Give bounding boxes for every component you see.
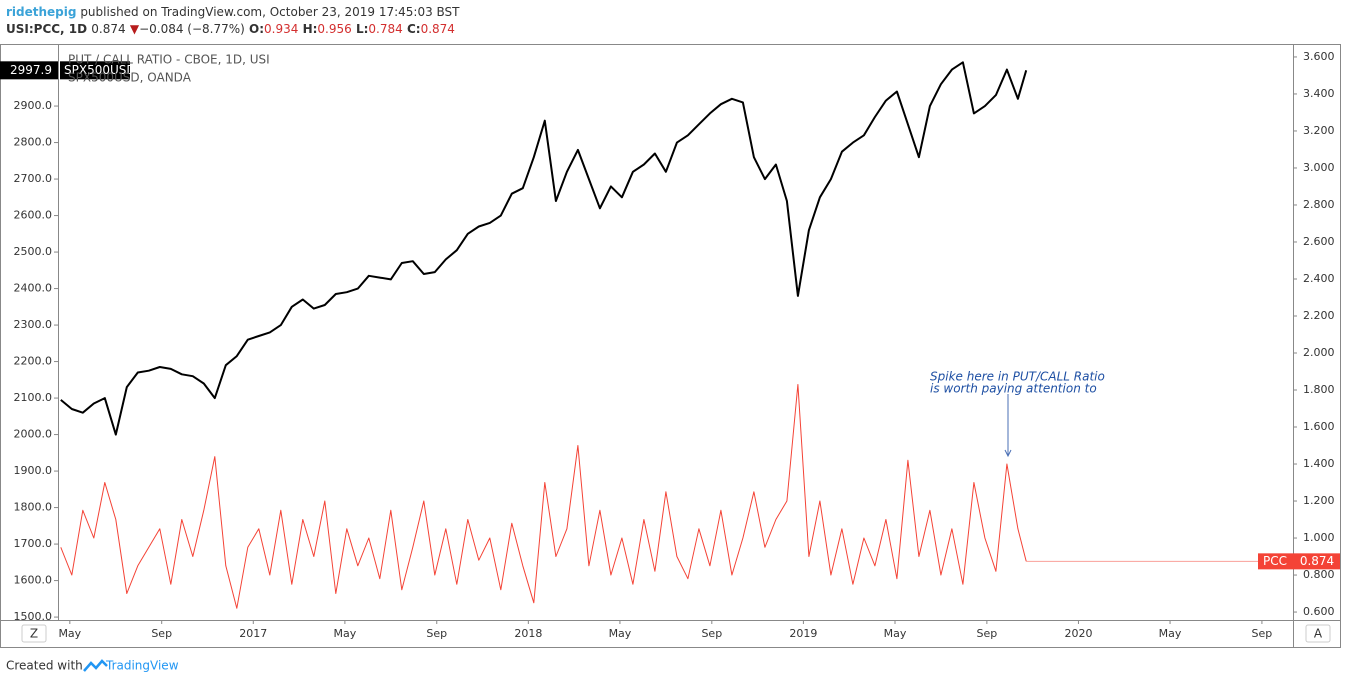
ohlc-value: 0.874 <box>421 22 455 36</box>
annotation-arrowhead <box>1004 449 1012 458</box>
ohlc-label: O: <box>249 22 264 36</box>
y-tick-label: 2800.0 <box>14 136 53 149</box>
y-tick-label: 1800.0 <box>14 501 53 514</box>
published: published on TradingView.com, October 23… <box>80 5 460 19</box>
annotation: is worth paying attention to <box>930 382 1097 396</box>
y2-tick-label: 1.600 <box>1303 420 1335 433</box>
x-tick-label: Sep <box>151 627 172 640</box>
y2-tick-label: 1.800 <box>1303 383 1335 396</box>
y2-tick-label: 2.600 <box>1303 235 1335 248</box>
y-tick-label: 1600.0 <box>14 574 53 587</box>
ohlc-value: 0.784 <box>368 22 402 36</box>
symbol-line: USI:PCC, 1D 0.874 ▼−0.084 (−8.77%) O:0.9… <box>6 22 455 36</box>
series-line <box>60 384 1027 609</box>
x-tick-label: 2019 <box>789 627 817 640</box>
y-tick-label: 2900.0 <box>14 99 53 112</box>
y-tick-label: 2000.0 <box>14 428 53 441</box>
symbol: USI:PCC, 1D <box>6 22 87 36</box>
ohlc-label: H: <box>303 22 318 36</box>
x-tick-label: May <box>1159 627 1182 640</box>
y2-tick-label: 1.400 <box>1303 457 1335 470</box>
ohlc-value: 0.956 <box>317 22 351 36</box>
y2-tick-label: 3.400 <box>1303 87 1335 100</box>
y-tick-label: 2700.0 <box>14 172 53 185</box>
price-tag-value: 2997.9 <box>10 63 52 77</box>
y2-tick-label: 1.000 <box>1303 531 1335 544</box>
y-tick-label: 1700.0 <box>14 537 53 550</box>
y-tick-label: 2500.0 <box>14 245 53 258</box>
ohlc-value: 0.934 <box>264 22 298 36</box>
price-tag <box>60 61 130 80</box>
x-tick-label: May <box>58 627 81 640</box>
ohlc-label: L: <box>356 22 368 36</box>
y2-tick-label: 2.000 <box>1303 346 1335 359</box>
x-tick-label: May <box>884 627 907 640</box>
header-line: ridethepig published on TradingView.com,… <box>6 5 460 19</box>
y2-tick-label: 2.800 <box>1303 198 1335 211</box>
footer-text: Created with <box>6 659 83 673</box>
annotation: Spike here in PUT/CALL Ratio <box>930 370 1105 384</box>
x-tick-label: Sep <box>976 627 997 640</box>
scale-button[interactable] <box>1305 624 1331 643</box>
x-tick-label: Sep <box>426 627 447 640</box>
y2-tick-label: 0.800 <box>1303 568 1335 581</box>
price-tag-name: SPX500USD <box>64 63 136 77</box>
y2-tick-label: 2.400 <box>1303 272 1335 285</box>
button-label[interactable]: Z <box>30 627 38 641</box>
x-tick-label: May <box>334 627 357 640</box>
x-tick-label: 2020 <box>1064 627 1092 640</box>
x-tick-label: 2018 <box>514 627 542 640</box>
y2-tick-label: 3.000 <box>1303 161 1335 174</box>
y2-tick-label: 0.600 <box>1303 605 1335 618</box>
series-line <box>60 61 1028 436</box>
y-tick-label: 2300.0 <box>14 318 53 331</box>
legend-entry: PUT / CALL RATIO - CBOE, 1D, USI <box>68 53 270 67</box>
y-tick-label: 1500.0 <box>14 610 53 623</box>
x-tick-label: May <box>609 627 632 640</box>
y2-tick-label: 3.600 <box>1303 50 1335 63</box>
x-tick-label: Sep <box>1252 627 1273 640</box>
author[interactable]: ridethepig <box>6 5 76 19</box>
price-tag-name: PCC <box>1263 554 1287 568</box>
y2-tick-label: 2.200 <box>1303 309 1335 322</box>
x-tick-label: 2017 <box>239 627 267 640</box>
chart-frame <box>0 44 1341 648</box>
y2-tick-label: 3.200 <box>1303 124 1335 137</box>
price-tag <box>0 61 58 80</box>
y-tick-label: 2600.0 <box>14 209 53 222</box>
legend-entry: SPX500USD, OANDA <box>68 71 192 85</box>
price-tag-value: 0.874 <box>1300 554 1334 568</box>
price-tag <box>1293 553 1340 570</box>
y-tick-label: 2400.0 <box>14 282 53 295</box>
arrow: ▼ <box>130 22 140 36</box>
brand-logo <box>83 659 108 672</box>
y-tick-label: 1900.0 <box>14 464 53 477</box>
footer-brand[interactable]: TradingView <box>105 659 179 673</box>
button-label[interactable]: A <box>1314 627 1323 641</box>
y-tick-label: 2200.0 <box>14 355 53 368</box>
y-tick-label: 2100.0 <box>14 391 53 404</box>
scale-button[interactable] <box>21 624 47 643</box>
ohlc-label: C: <box>407 22 421 36</box>
y2-tick-label: 1.200 <box>1303 494 1335 507</box>
price-tag <box>1258 553 1293 570</box>
change: −0.084 (−8.77%) <box>139 22 245 36</box>
last: 0.874 <box>91 22 125 36</box>
x-tick-label: Sep <box>701 627 722 640</box>
